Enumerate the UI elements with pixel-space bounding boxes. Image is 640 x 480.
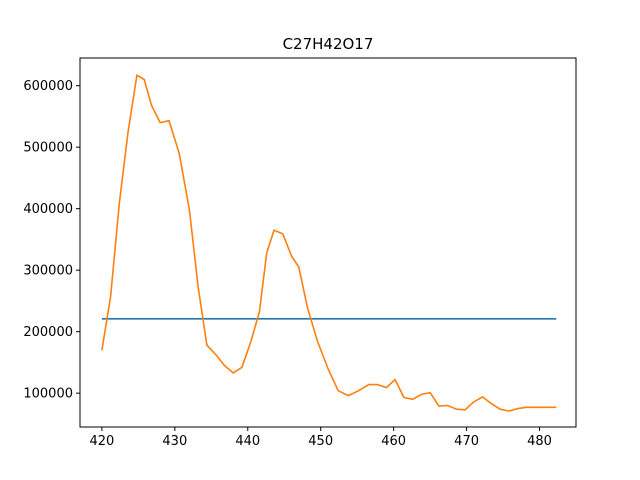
y-tick-label: 400000 bbox=[23, 202, 73, 217]
chart-title: C27H42O17 bbox=[283, 35, 374, 53]
y-axis-ticks: 100000 200000 300000 400000 500000 600000 bbox=[23, 79, 80, 402]
y-tick-label: 300000 bbox=[23, 264, 73, 279]
x-tick-label: 450 bbox=[308, 434, 333, 449]
x-tick-label: 440 bbox=[235, 434, 260, 449]
y-tick-label: 100000 bbox=[23, 387, 73, 402]
y-tick-label: 200000 bbox=[23, 325, 73, 340]
x-tick-label: 420 bbox=[89, 434, 114, 449]
x-tick-label: 480 bbox=[527, 434, 552, 449]
x-tick-label: 460 bbox=[381, 434, 406, 449]
plot-frame bbox=[79, 57, 577, 428]
y-tick-label: 500000 bbox=[23, 141, 73, 156]
x-tick-label: 470 bbox=[454, 434, 479, 449]
x-axis-ticks: 420 430 440 450 460 470 480 bbox=[89, 427, 552, 449]
plot-lines bbox=[101, 74, 557, 412]
x-tick-label: 430 bbox=[162, 434, 187, 449]
series-line-2 bbox=[101, 74, 557, 412]
y-tick-label: 600000 bbox=[23, 79, 73, 94]
